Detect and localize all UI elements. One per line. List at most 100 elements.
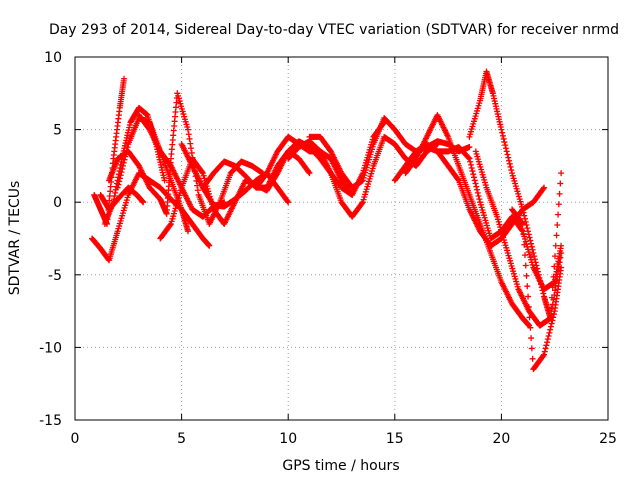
data-point (556, 259, 563, 266)
data-point (523, 272, 530, 279)
data-point (524, 283, 531, 290)
data-point (530, 250, 537, 257)
data-point (124, 144, 131, 151)
data-point (465, 154, 472, 161)
data-point (508, 167, 515, 174)
data-point (116, 178, 123, 185)
data-point (551, 263, 558, 270)
data-point (558, 250, 565, 257)
data-point (117, 172, 124, 179)
data-point (123, 150, 130, 157)
series-layer (89, 68, 565, 373)
x-tick-label: 10 (279, 431, 297, 447)
data-point (537, 278, 544, 285)
data-point (504, 151, 511, 158)
data-point (161, 177, 168, 184)
data-point (531, 256, 538, 263)
data-point (476, 196, 483, 203)
data-point (534, 265, 541, 272)
data-point (536, 274, 543, 281)
data-point (506, 157, 513, 164)
x-axis-label: GPS time / hours (282, 458, 399, 474)
y-tick-label: -5 (48, 268, 62, 284)
data-point (498, 126, 505, 133)
ticks: 0 5 10 15 20 25 -15 -10 -5 0 5 10 (39, 50, 617, 447)
data-point (542, 345, 549, 352)
data-point (538, 284, 545, 291)
data-point (519, 220, 526, 227)
y-tick-label: 10 (44, 50, 62, 66)
data-point (558, 170, 565, 177)
data-point (121, 75, 128, 82)
data-point (535, 271, 542, 278)
data-point (199, 169, 206, 176)
data-point (122, 153, 129, 160)
y-tick-label: -15 (39, 413, 62, 429)
data-point (522, 252, 529, 259)
data-point (550, 311, 557, 318)
y-axis-label: SDTVAR / TECUs (7, 181, 23, 296)
data-point (284, 198, 291, 205)
data-point (306, 170, 313, 177)
data-point (503, 148, 510, 155)
data-point (548, 294, 555, 301)
plot-frame (74, 56, 609, 421)
x-tick-label: 15 (386, 431, 404, 447)
data-point (185, 131, 192, 138)
data-point (549, 284, 556, 291)
data-point (470, 171, 477, 178)
data-point (541, 348, 548, 355)
data-point (507, 163, 514, 170)
data-point (550, 273, 557, 280)
data-point (167, 222, 174, 229)
data-point (466, 144, 473, 151)
data-point (534, 268, 541, 275)
data-point (544, 339, 551, 346)
data-point (529, 246, 536, 253)
series-sat-f (97, 184, 147, 213)
data-point (544, 336, 551, 343)
data-point (522, 262, 529, 269)
y-tick-label: -10 (39, 340, 62, 356)
data-point (184, 228, 191, 235)
data-point (558, 264, 565, 271)
data-point (546, 329, 553, 336)
data-point (285, 199, 292, 206)
data-point (537, 281, 544, 288)
data-point (500, 135, 507, 142)
data-point (539, 287, 546, 294)
data-point (532, 259, 539, 266)
data-point (520, 209, 527, 216)
data-point (547, 326, 554, 333)
data-point (527, 237, 534, 244)
data-point (518, 219, 525, 226)
data-point (206, 242, 213, 249)
data-point (552, 253, 559, 260)
data-point (552, 242, 559, 249)
data-point (557, 180, 564, 187)
data-point (501, 139, 508, 146)
data-point (473, 183, 480, 190)
data-point (529, 355, 536, 362)
data-point (531, 253, 538, 260)
data-point (521, 212, 528, 219)
data-point (140, 199, 147, 206)
data-point (547, 315, 554, 322)
data-point (540, 352, 547, 359)
data-point (527, 324, 534, 331)
data-point (188, 149, 195, 156)
y-tick-label: 5 (53, 123, 62, 139)
data-point (528, 243, 535, 250)
data-point (116, 175, 123, 182)
data-point (547, 323, 554, 330)
data-point (187, 140, 194, 147)
data-point (115, 181, 122, 188)
data-point (525, 231, 532, 238)
x-tick-label: 20 (492, 431, 510, 447)
data-point (502, 145, 509, 152)
data-point (468, 164, 475, 171)
data-point (556, 190, 563, 197)
data-point (528, 240, 535, 247)
data-point (472, 180, 479, 187)
